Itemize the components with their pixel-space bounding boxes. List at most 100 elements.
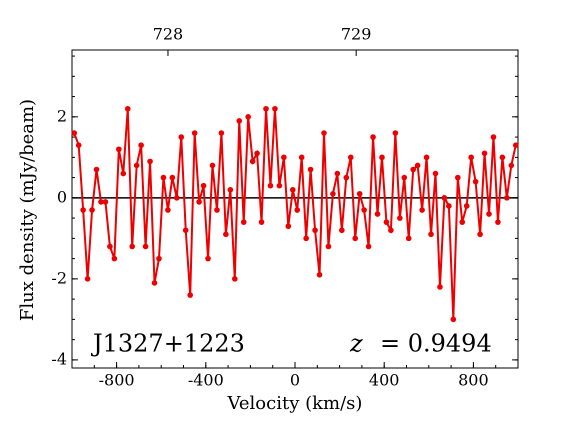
point (258, 219, 265, 225)
point (414, 162, 421, 169)
point (472, 178, 479, 185)
y-tick-label: 2 (57, 106, 67, 125)
point (156, 255, 162, 262)
y-tick-label: -2 (51, 268, 67, 287)
point (196, 199, 202, 205)
point (205, 255, 211, 262)
point (191, 130, 198, 136)
point (84, 276, 91, 282)
point (303, 235, 309, 242)
point (401, 174, 408, 181)
point (379, 154, 385, 161)
top-tick-label: 728 (153, 25, 184, 44)
point (289, 186, 296, 193)
point (486, 211, 492, 217)
x-tick-label: 400 (369, 371, 400, 390)
point (419, 207, 425, 213)
point (321, 130, 327, 136)
point (446, 203, 452, 209)
point (223, 231, 229, 238)
x-tick-label: -400 (188, 371, 224, 390)
point (339, 227, 345, 234)
point (294, 207, 301, 213)
point (405, 235, 412, 242)
point (272, 105, 278, 112)
series-line (73, 108, 517, 320)
x-axis-label: Velocity (km/s) (227, 393, 363, 414)
point (383, 219, 390, 225)
point (499, 154, 506, 161)
point (450, 316, 457, 323)
point (454, 174, 461, 181)
point (365, 243, 372, 250)
point (437, 284, 443, 290)
point (263, 105, 269, 112)
point (89, 207, 95, 213)
point (178, 134, 185, 140)
point (307, 166, 314, 173)
point (352, 235, 359, 242)
point (463, 203, 470, 209)
point (508, 162, 515, 169)
point (512, 142, 519, 148)
redshift-symbol: z (349, 330, 363, 358)
point (410, 166, 416, 173)
point (93, 166, 100, 173)
point (388, 227, 394, 234)
point (182, 227, 189, 234)
point (356, 191, 363, 197)
point (267, 182, 274, 189)
point (129, 243, 136, 250)
x-tick-label: 800 (458, 371, 489, 390)
point (285, 223, 292, 230)
point (490, 134, 497, 140)
point (218, 130, 225, 136)
point (397, 215, 403, 221)
point (423, 154, 430, 161)
point (165, 207, 171, 213)
point (504, 195, 510, 201)
point (254, 150, 260, 157)
point (495, 219, 501, 225)
y-tick-label: -4 (51, 349, 67, 368)
point (169, 174, 176, 181)
point (75, 142, 82, 148)
point (107, 243, 113, 250)
point (316, 272, 323, 278)
point (249, 158, 256, 165)
point (214, 207, 220, 213)
point (147, 158, 153, 165)
point (392, 130, 399, 136)
point (468, 154, 474, 161)
top-tick-label: 729 (341, 25, 372, 44)
point (441, 195, 448, 201)
y-axis-label: Flux density (mJy/beam) (17, 99, 38, 321)
point (334, 170, 341, 177)
point (102, 199, 109, 205)
point (330, 191, 336, 197)
point (138, 142, 144, 148)
point (428, 231, 434, 238)
point (71, 130, 78, 136)
point (209, 162, 216, 169)
point (481, 150, 488, 157)
point (245, 114, 251, 120)
point (231, 276, 238, 282)
point (432, 170, 439, 177)
point (236, 118, 243, 124)
point (187, 292, 193, 298)
point (80, 207, 86, 213)
source-name: J1327+1223 (90, 330, 245, 358)
point (116, 146, 122, 153)
point (325, 243, 332, 250)
y-tick-label: 0 (57, 187, 67, 206)
point (240, 219, 247, 225)
point (98, 199, 104, 205)
point (281, 154, 287, 161)
point (298, 154, 305, 161)
point (120, 170, 127, 177)
point (142, 243, 149, 250)
point (374, 211, 381, 217)
point (312, 227, 318, 234)
